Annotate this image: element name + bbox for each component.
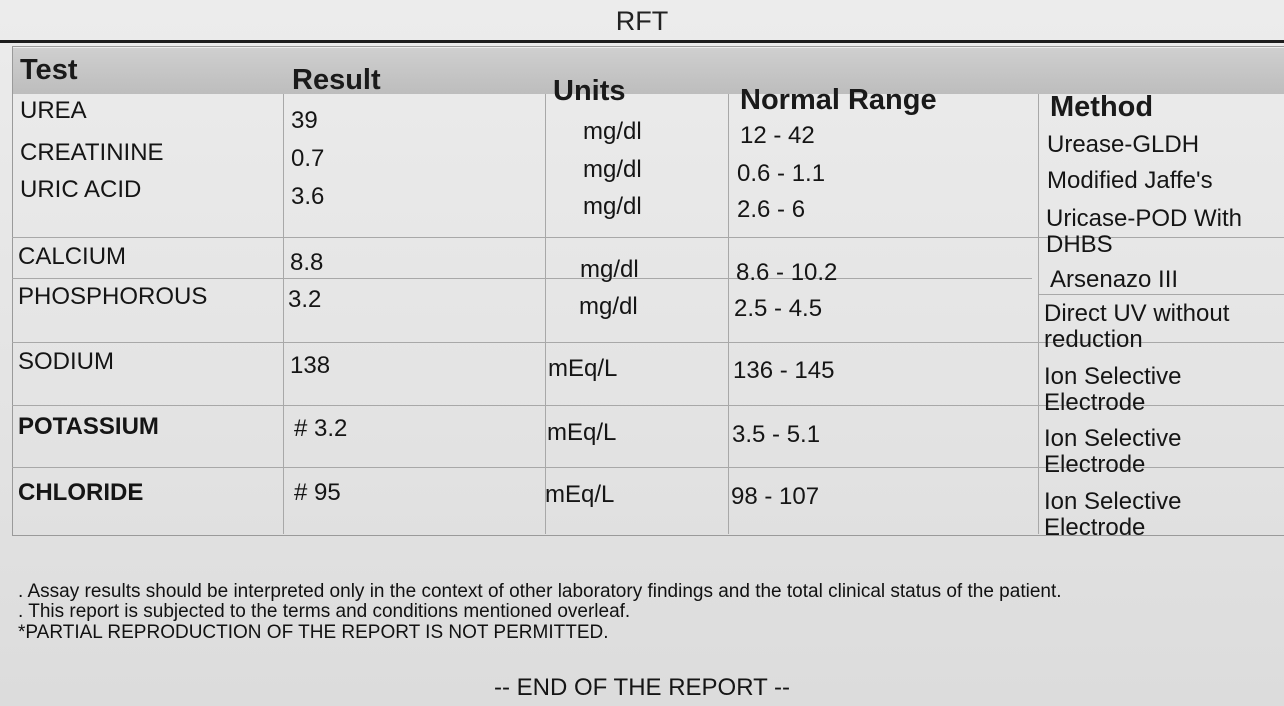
row-divider [12, 237, 1284, 238]
table-row-result: 8.8 [290, 249, 324, 276]
table-row-units: mEq/L [547, 419, 617, 446]
column-divider [283, 94, 284, 534]
table-header-band [12, 48, 1284, 94]
terms-note: . This report is subjected to the terms … [18, 601, 631, 622]
table-row-test: PHOSPHOROUS [18, 283, 208, 310]
table-row-method: Urease-GLDH [1047, 131, 1200, 158]
reproduction-note: *PARTIAL REPRODUCTION OF THE REPORT IS N… [18, 622, 609, 643]
row-divider [12, 342, 1284, 343]
table-row-range: 2.5 - 4.5 [734, 295, 823, 322]
header-method: Method [1050, 91, 1154, 123]
table-row-test: SODIUM [18, 348, 114, 375]
row-divider [1038, 294, 1284, 295]
row-divider [12, 405, 1284, 406]
table-row-range: 8.6 - 10.2 [736, 259, 838, 286]
end-of-report: -- END OF THE REPORT -- [493, 674, 790, 701]
table-row-method: Ion Selective Electrode [1044, 488, 1182, 541]
column-divider [728, 94, 729, 534]
table-row-result: # 3.2 [294, 415, 348, 442]
table-row-result: 39 [291, 107, 318, 134]
table-row-test: UREA [20, 97, 87, 124]
header-normal-range: Normal Range [740, 84, 937, 116]
table-row-test: POTASSIUM [18, 413, 159, 440]
table-row-range: 12 - 42 [740, 122, 815, 149]
table-row-method: Modified Jaffe's [1047, 167, 1213, 194]
table-row-test: CREATININE [20, 139, 164, 166]
report-title: RFT [615, 6, 669, 36]
header-result: Result [292, 64, 381, 96]
title-rule [0, 40, 1284, 43]
table-row-range: 0.6 - 1.1 [737, 160, 826, 187]
table-row-units: mEq/L [548, 355, 618, 382]
header-units: Units [553, 75, 626, 107]
results-table [12, 46, 1284, 536]
table-row-range: 98 - 107 [731, 483, 820, 510]
table-row-range: 3.5 - 5.1 [732, 421, 821, 448]
table-row-units: mg/dl [579, 293, 638, 320]
table-row-result: # 95 [294, 479, 341, 506]
table-row-result: 0.7 [291, 145, 325, 172]
header-test: Test [20, 54, 78, 86]
table-row-method: Ion Selective Electrode [1044, 425, 1182, 478]
table-row-test: CALCIUM [18, 243, 127, 270]
table-row-range: 2.6 - 6 [737, 196, 806, 223]
table-row-units: mg/dl [580, 256, 639, 283]
table-row-test: CHLORIDE [18, 479, 144, 506]
column-divider [545, 94, 546, 534]
table-row-units: mg/dl [583, 193, 642, 220]
table-row-units: mg/dl [583, 118, 642, 145]
table-row-units: mg/dl [583, 156, 642, 183]
table-row-method: Arsenazo III [1050, 266, 1179, 293]
row-divider [12, 467, 1284, 468]
table-row-method: Ion Selective Electrode [1044, 363, 1182, 416]
table-row-result: 138 [290, 352, 331, 379]
table-row-method: Direct UV without reduction [1044, 300, 1230, 353]
table-row-method: Uricase-POD With DHBS [1046, 205, 1243, 258]
table-row-test: URIC ACID [20, 176, 142, 203]
table-row-result: 3.2 [288, 286, 322, 313]
row-divider [12, 278, 1032, 279]
table-row-result: 3.6 [291, 183, 325, 210]
table-row-range: 136 - 145 [733, 357, 835, 384]
column-divider [1038, 94, 1039, 534]
disclaimer-note: . Assay results should be interpreted on… [18, 581, 1062, 602]
table-row-units: mEq/L [545, 481, 615, 508]
